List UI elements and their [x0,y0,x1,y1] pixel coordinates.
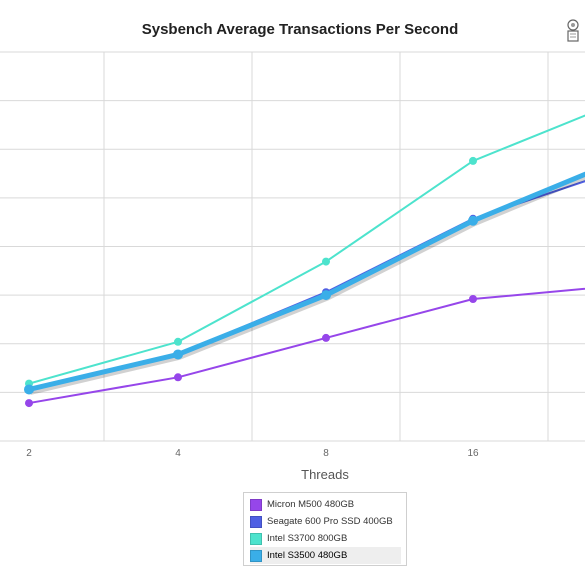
chart-legend: Micron M500 480GB Seagate 600 Pro SSD 400… [243,492,407,566]
x-axis-title: Threads [301,467,349,482]
legend-item[interactable]: Seagate 600 Pro SSD 400GB [250,513,401,530]
data-point [173,349,183,360]
legend-item[interactable]: Micron M500 480GB [250,496,401,513]
data-point [174,373,182,382]
series-line [28,114,585,385]
legend-label: Seagate 600 Pro SSD 400GB [267,516,393,527]
x-tick-label: 4 [175,448,181,459]
series-line [28,171,585,392]
data-point [174,337,182,346]
series-group [24,171,585,395]
x-tick-label: 8 [323,448,329,459]
legend-label: Intel S3700 800GB [267,533,348,544]
legend-swatch [250,498,262,511]
legend-label: Micron M500 480GB [267,499,355,510]
series-layer [24,114,585,408]
series-line [28,180,585,391]
x-axis-ticks: 2 4 8 16 [26,448,479,459]
data-point [468,215,478,226]
badge-icon [563,18,583,44]
data-point [321,290,331,301]
series-group [25,180,585,394]
legend-item[interactable]: Intel S3700 800GB [250,530,401,547]
series-group [25,114,585,388]
x-tick-label: 2 [26,448,32,459]
legend-swatch [250,549,262,562]
legend-label: Intel S3500 480GB [267,550,348,561]
chart-title: Sysbench Average Transactions Per Second [142,21,459,38]
data-point [25,399,33,408]
chart-grid [0,51,585,442]
legend-swatch [250,532,262,545]
legend-swatch [250,515,262,528]
data-point [469,295,477,304]
data-point [469,156,477,165]
legend-item[interactable]: Intel S3500 480GB [250,547,401,564]
series-line-shadow [29,172,585,395]
data-point [24,384,34,395]
data-point [322,333,330,342]
data-point [322,257,330,266]
x-tick-label: 16 [467,448,479,459]
series-group [25,287,585,408]
